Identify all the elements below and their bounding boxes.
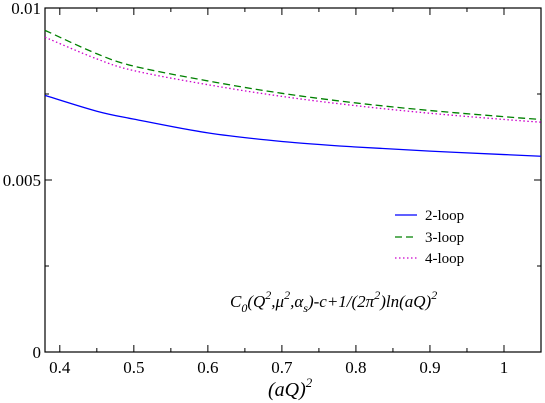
formula-c: C xyxy=(230,292,242,311)
formula-alpha: ,α xyxy=(290,292,304,311)
formula-args-open: (Q xyxy=(247,292,265,311)
formula-alpha-sub: s xyxy=(303,301,308,315)
x-tick-label: 0.4 xyxy=(49,358,71,377)
formula-rest-sup: 2 xyxy=(374,288,380,302)
formula-sup-1: 2 xyxy=(265,288,271,302)
formula-mu: ,μ xyxy=(271,292,284,311)
formula-annotation: C0(Q2,μ2,αs)-c+1/(2π2)ln(aQ)2 xyxy=(230,288,437,315)
legend-label-2-loop: 2-loop xyxy=(425,208,464,224)
x-tick-label: 0.7 xyxy=(271,358,293,377)
x-axis-ticks: 0.4 0.5 0.6 0.7 0.8 0.9 1 xyxy=(49,8,508,377)
legend-label-4-loop: 4-loop xyxy=(425,251,464,267)
series-line-4-loop xyxy=(44,36,542,123)
series-lines xyxy=(44,29,542,157)
x-tick-label: 0.5 xyxy=(123,358,144,377)
x-tick-label: 1 xyxy=(500,358,509,377)
series-line-2-loop xyxy=(44,94,542,157)
x-axis-title-base: (aQ) xyxy=(268,379,306,401)
y-tick-label: 0.01 xyxy=(11,0,41,18)
x-axis-title: (aQ)2 xyxy=(268,375,313,401)
y-axis-ticks: 0 0.005 0.01 xyxy=(3,0,541,362)
x-axis-title-sup: 2 xyxy=(306,375,313,390)
formula-c-sub: 0 xyxy=(241,301,247,315)
formula-tail: )ln(aQ) xyxy=(379,292,431,311)
series-line-3-loop xyxy=(44,29,542,121)
legend-label-3-loop: 3-loop xyxy=(425,230,464,246)
x-tick-label: 0.9 xyxy=(419,358,440,377)
formula-tail-sup: 2 xyxy=(431,288,437,302)
formula-rest: )-c+1/(2π xyxy=(307,292,375,311)
y-tick-label: 0.005 xyxy=(3,171,41,190)
x-tick-label: 0.8 xyxy=(345,358,366,377)
x-tick-label: 0.6 xyxy=(197,358,218,377)
y-tick-label: 0 xyxy=(33,343,42,362)
legend: 2-loop 3-loop 4-loop xyxy=(395,208,464,267)
formula-sup-2: 2 xyxy=(284,288,290,302)
